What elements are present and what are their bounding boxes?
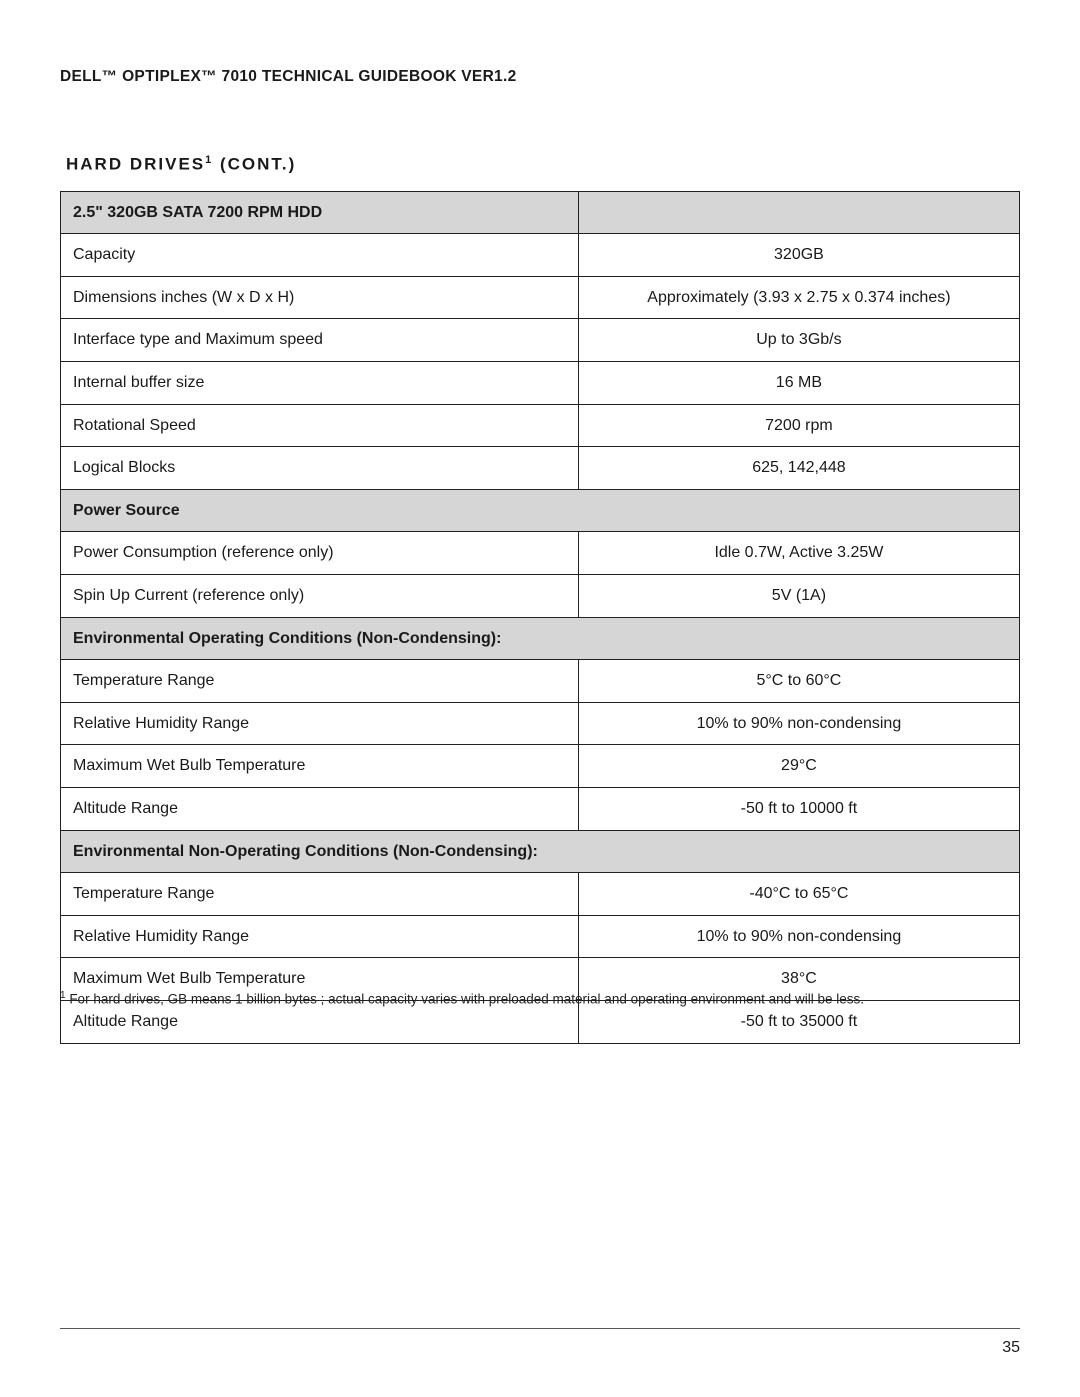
row-label: Dimensions inches (W x D x H) (61, 276, 579, 319)
page-number: 35 (1002, 1339, 1020, 1356)
row-header-span: Environmental Operating Conditions (Non-… (61, 617, 1020, 660)
spec-table: 2.5" 320GB SATA 7200 RPM HDDCapacity320G… (60, 191, 1020, 1044)
table-row: Power Source (61, 489, 1020, 532)
row-value: -50 ft to 10000 ft (578, 787, 1019, 830)
table-row: Environmental Operating Conditions (Non-… (61, 617, 1020, 660)
row-value: 29°C (578, 745, 1019, 788)
row-header-span: Power Source (61, 489, 1020, 532)
table-row: Altitude Range-50 ft to 10000 ft (61, 787, 1020, 830)
row-value: Idle 0.7W, Active 3.25W (578, 532, 1019, 575)
row-label: Relative Humidity Range (61, 702, 579, 745)
page-footer: 35 (60, 1328, 1020, 1357)
row-value: -40°C to 65°C (578, 873, 1019, 916)
table-row: Relative Humidity Range10% to 90% non-co… (61, 702, 1020, 745)
row-header-label: 2.5" 320GB SATA 7200 RPM HDD (61, 191, 579, 234)
table-row: Environmental Non-Operating Conditions (… (61, 830, 1020, 873)
row-value: -50 ft to 35000 ft (578, 1000, 1019, 1043)
row-label: Relative Humidity Range (61, 915, 579, 958)
table-row: Interface type and Maximum speedUp to 3G… (61, 319, 1020, 362)
row-label: Altitude Range (61, 1000, 579, 1043)
row-header-blank (578, 191, 1019, 234)
row-value: 10% to 90% non-condensing (578, 915, 1019, 958)
row-label: Altitude Range (61, 787, 579, 830)
row-label: Temperature Range (61, 873, 579, 916)
section-title-post: (CONT.) (213, 155, 296, 174)
spec-table-body: 2.5" 320GB SATA 7200 RPM HDDCapacity320G… (61, 191, 1020, 1043)
row-value: 320GB (578, 234, 1019, 277)
table-row: Internal buffer size16 MB (61, 362, 1020, 405)
page-container: DELL™ OPTIPLEX™ 7010 TECHNICAL GUIDEBOOK… (0, 0, 1080, 1044)
section-title: HARD DRIVES1 (CONT.) (66, 154, 1020, 175)
table-row: Rotational Speed7200 rpm (61, 404, 1020, 447)
row-label: Maximum Wet Bulb Temperature (61, 745, 579, 788)
table-row: Altitude Range-50 ft to 35000 ft (61, 1000, 1020, 1043)
document-header: DELL™ OPTIPLEX™ 7010 TECHNICAL GUIDEBOOK… (60, 68, 1020, 86)
row-value: 16 MB (578, 362, 1019, 405)
row-value: 5V (1A) (578, 575, 1019, 618)
table-row: Power Consumption (reference only)Idle 0… (61, 532, 1020, 575)
row-label: Rotational Speed (61, 404, 579, 447)
table-row: Relative Humidity Range10% to 90% non-co… (61, 915, 1020, 958)
table-row: Logical Blocks625, 142,448 (61, 447, 1020, 490)
table-row: Capacity320GB (61, 234, 1020, 277)
table-row: Maximum Wet Bulb Temperature29°C (61, 745, 1020, 788)
row-label: Power Consumption (reference only) (61, 532, 579, 575)
row-header-span: Environmental Non-Operating Conditions (… (61, 830, 1020, 873)
row-label: Spin Up Current (reference only) (61, 575, 579, 618)
table-row: 2.5" 320GB SATA 7200 RPM HDD (61, 191, 1020, 234)
footnote: 1 For hard drives, GB means 1 billion by… (60, 990, 864, 1007)
row-label: Interface type and Maximum speed (61, 319, 579, 362)
row-label: Temperature Range (61, 660, 579, 703)
row-value: 7200 rpm (578, 404, 1019, 447)
row-value: 10% to 90% non-condensing (578, 702, 1019, 745)
section-title-pre: HARD DRIVES (66, 155, 205, 174)
table-row: Spin Up Current (reference only)5V (1A) (61, 575, 1020, 618)
row-value: Approximately (3.93 x 2.75 x 0.374 inche… (578, 276, 1019, 319)
row-label: Logical Blocks (61, 447, 579, 490)
table-row: Dimensions inches (W x D x H)Approximate… (61, 276, 1020, 319)
footnote-text: For hard drives, GB means 1 billion byte… (66, 992, 864, 1007)
table-row: Temperature Range5°C to 60°C (61, 660, 1020, 703)
table-row: Temperature Range-40°C to 65°C (61, 873, 1020, 916)
row-label: Capacity (61, 234, 579, 277)
row-label: Internal buffer size (61, 362, 579, 405)
row-value: 625, 142,448 (578, 447, 1019, 490)
row-value: 5°C to 60°C (578, 660, 1019, 703)
row-value: Up to 3Gb/s (578, 319, 1019, 362)
